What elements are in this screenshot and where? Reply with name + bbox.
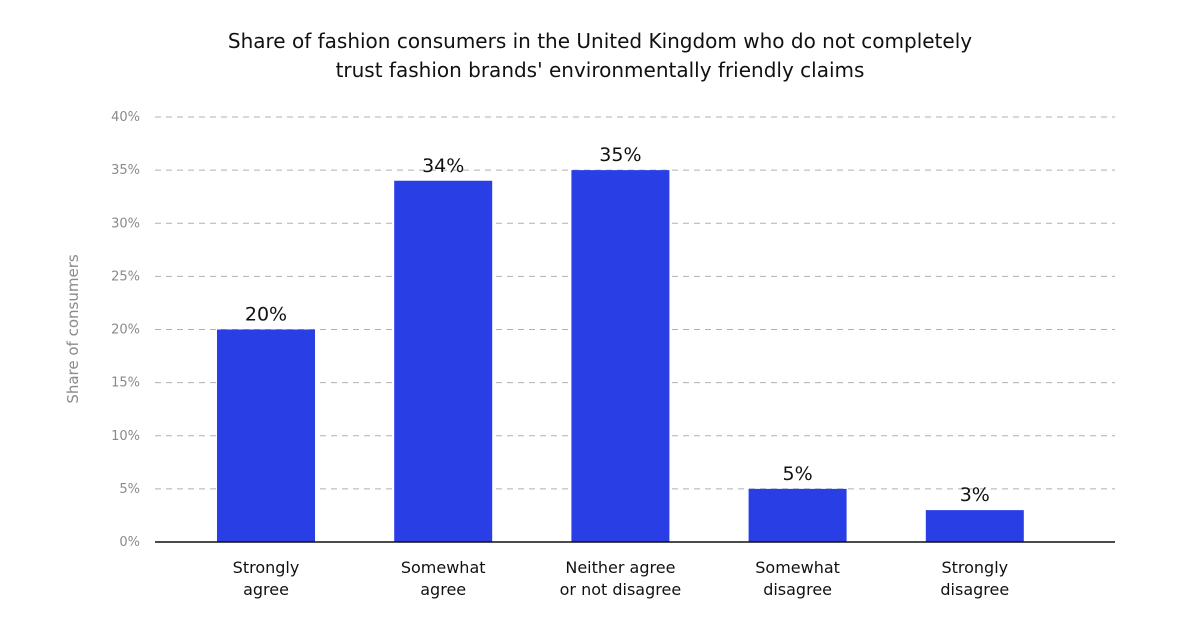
category-label: or not disagree [560, 580, 682, 599]
chart-title-line: Share of fashion consumers in the United… [228, 29, 972, 53]
value-label: 20% [245, 304, 287, 326]
bar [925, 510, 1024, 542]
y-tick-label: 40% [111, 110, 140, 125]
category-label: agree [420, 580, 466, 599]
value-label: 5% [783, 463, 813, 485]
category-label: Strongly [233, 558, 300, 577]
category-label: Somewhat [755, 558, 840, 577]
bar [394, 180, 493, 542]
y-tick-label: 30% [111, 216, 140, 231]
category-label: agree [243, 580, 289, 599]
y-tick-label: 15% [111, 376, 140, 391]
value-label: 3% [960, 484, 990, 506]
category-label: Strongly [941, 558, 1008, 577]
value-labels: 20% 34% 35% 5% 3% [245, 144, 990, 506]
bar [571, 170, 670, 542]
chart-title-line: trust fashion brands' environmentally fr… [336, 58, 865, 82]
category-label: disagree [940, 580, 1009, 599]
bars [217, 170, 1024, 542]
y-tick-label: 10% [111, 429, 140, 444]
chart-title: Share of fashion consumers in the United… [228, 29, 972, 82]
y-tick-label: 5% [119, 482, 140, 497]
y-tick-label: 35% [111, 163, 140, 178]
y-tick-label: 0% [119, 535, 140, 550]
value-label: 35% [599, 144, 641, 166]
y-axis-ticks: 0% 5% 10% 15% 20% 25% 30% 35% 40% [111, 110, 140, 550]
category-label: Neither agree [565, 558, 675, 577]
y-tick-label: 25% [111, 269, 140, 284]
category-label: Somewhat [401, 558, 486, 577]
x-axis-categories: Strongly agree Somewhat agree Neither agree o… [233, 558, 1010, 599]
bar [217, 329, 315, 542]
y-axis-label: Share of consumers [64, 254, 82, 404]
category-label: disagree [763, 580, 832, 599]
value-label: 34% [422, 155, 464, 177]
bar [748, 488, 847, 542]
y-tick-label: 20% [111, 323, 140, 338]
